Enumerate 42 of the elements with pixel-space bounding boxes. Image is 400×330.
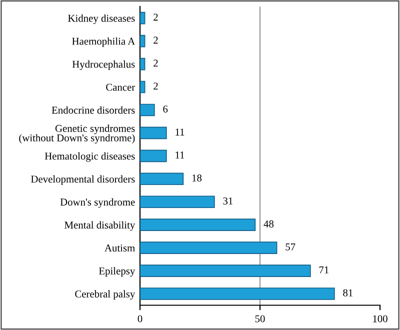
bar <box>140 58 146 70</box>
y-tick-label: Hematologic diseases <box>44 152 135 162</box>
data-label: 81 <box>343 289 353 296</box>
bar <box>140 218 256 232</box>
x-tick-label: 50 <box>255 315 265 322</box>
data-label: 2 <box>154 36 158 44</box>
y-tick-label: Cerebral palsy <box>75 290 136 300</box>
bar <box>140 196 215 208</box>
bar <box>140 12 146 24</box>
bar <box>140 104 155 116</box>
x-tick-label: 100 <box>373 315 388 322</box>
data-label: 18 <box>192 174 202 182</box>
data-label: 11 <box>176 128 184 136</box>
bar <box>140 172 184 186</box>
data-label: 6 <box>163 106 168 113</box>
data-label: 71 <box>319 266 329 274</box>
bar <box>140 80 146 94</box>
y-tick-label: Kidney diseases <box>68 14 135 24</box>
y-tick-label: Hydrocephalus <box>72 60 135 70</box>
y-tick-label: Autism <box>104 244 135 252</box>
data-label: 2 <box>154 14 158 21</box>
bar <box>140 34 146 48</box>
y-tick-label: Mental disability <box>64 221 136 231</box>
y-tick-label: Epilepsy <box>98 267 136 277</box>
x-tick-label: 0 <box>138 315 142 322</box>
data-label: 31 <box>223 197 233 204</box>
data-label: 57 <box>286 244 296 250</box>
y-tick-label: Haemophilia A <box>72 37 136 47</box>
data-label: 11 <box>176 152 184 158</box>
bar <box>140 126 167 140</box>
data-label: 2 <box>154 82 158 90</box>
bar <box>140 150 167 162</box>
y-tick-label: Genetic syndromes (without Down's syndrome) <box>19 124 135 144</box>
data-label: 48 <box>264 220 274 228</box>
bar <box>140 242 278 254</box>
y-tick-label: Down's syndrome <box>60 198 135 208</box>
bar <box>140 288 335 300</box>
bar <box>140 264 311 277</box>
y-tick-label: Developmental disorders <box>31 175 135 185</box>
y-tick-label: Cancer <box>106 84 136 91</box>
y-tick-label: Endocrine disorders <box>52 106 135 114</box>
data-label: 2 <box>154 60 158 67</box>
